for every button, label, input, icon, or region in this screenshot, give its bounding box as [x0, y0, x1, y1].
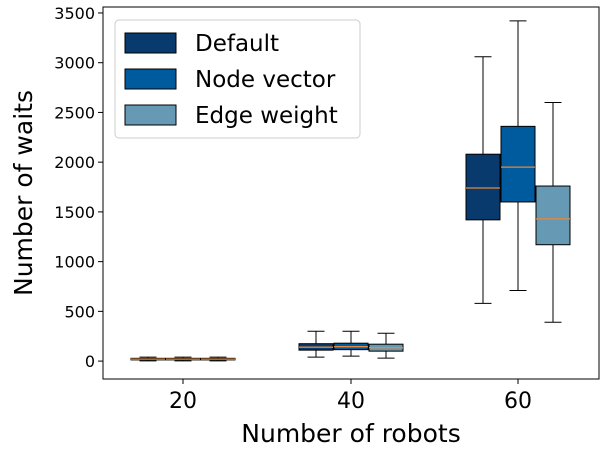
box-node-vector-60	[500, 20, 536, 291]
box-group	[130, 20, 571, 362]
legend-swatch	[124, 32, 177, 54]
box-body	[465, 153, 501, 221]
legend-label: Node vector	[195, 67, 336, 93]
box-edge-weight-20	[200, 356, 236, 362]
y-tick-label: 500	[64, 302, 95, 321]
legend-swatch	[124, 68, 177, 90]
box-node-vector-40	[333, 330, 369, 357]
box-body	[535, 185, 571, 246]
legend-label: Edge weight	[195, 103, 338, 129]
y-axis-label: Number of waits	[9, 90, 38, 296]
x-axis-label: Number of robots	[241, 419, 460, 448]
box-body	[500, 125, 536, 203]
y-tick-label: 3500	[54, 4, 95, 23]
box-edge-weight-40	[368, 332, 404, 359]
box-default-40	[298, 330, 334, 358]
legend-swatch	[124, 104, 177, 126]
y-tick-label: 3000	[54, 54, 95, 73]
y-axis: 0 500 1000 1500 2000 2500 3000 3500	[54, 4, 103, 371]
y-tick-label: 2000	[54, 153, 95, 172]
legend-label: Default	[195, 31, 279, 57]
y-tick-label: 2500	[54, 103, 95, 122]
y-tick-label: 1000	[54, 253, 95, 272]
x-axis: 20 40 60	[169, 379, 532, 414]
x-tick-label: 60	[504, 389, 532, 414]
box-default-60	[465, 56, 501, 304]
y-tick-label: 0	[85, 352, 95, 371]
x-tick-label: 20	[169, 389, 197, 414]
box-default-20	[130, 356, 166, 362]
x-tick-label: 40	[337, 389, 365, 414]
box-node-vector-20	[165, 356, 201, 362]
legend: Default Node vector Edge weight	[114, 19, 361, 139]
y-tick-label: 1500	[54, 203, 95, 222]
box-edge-weight-60	[535, 101, 571, 323]
